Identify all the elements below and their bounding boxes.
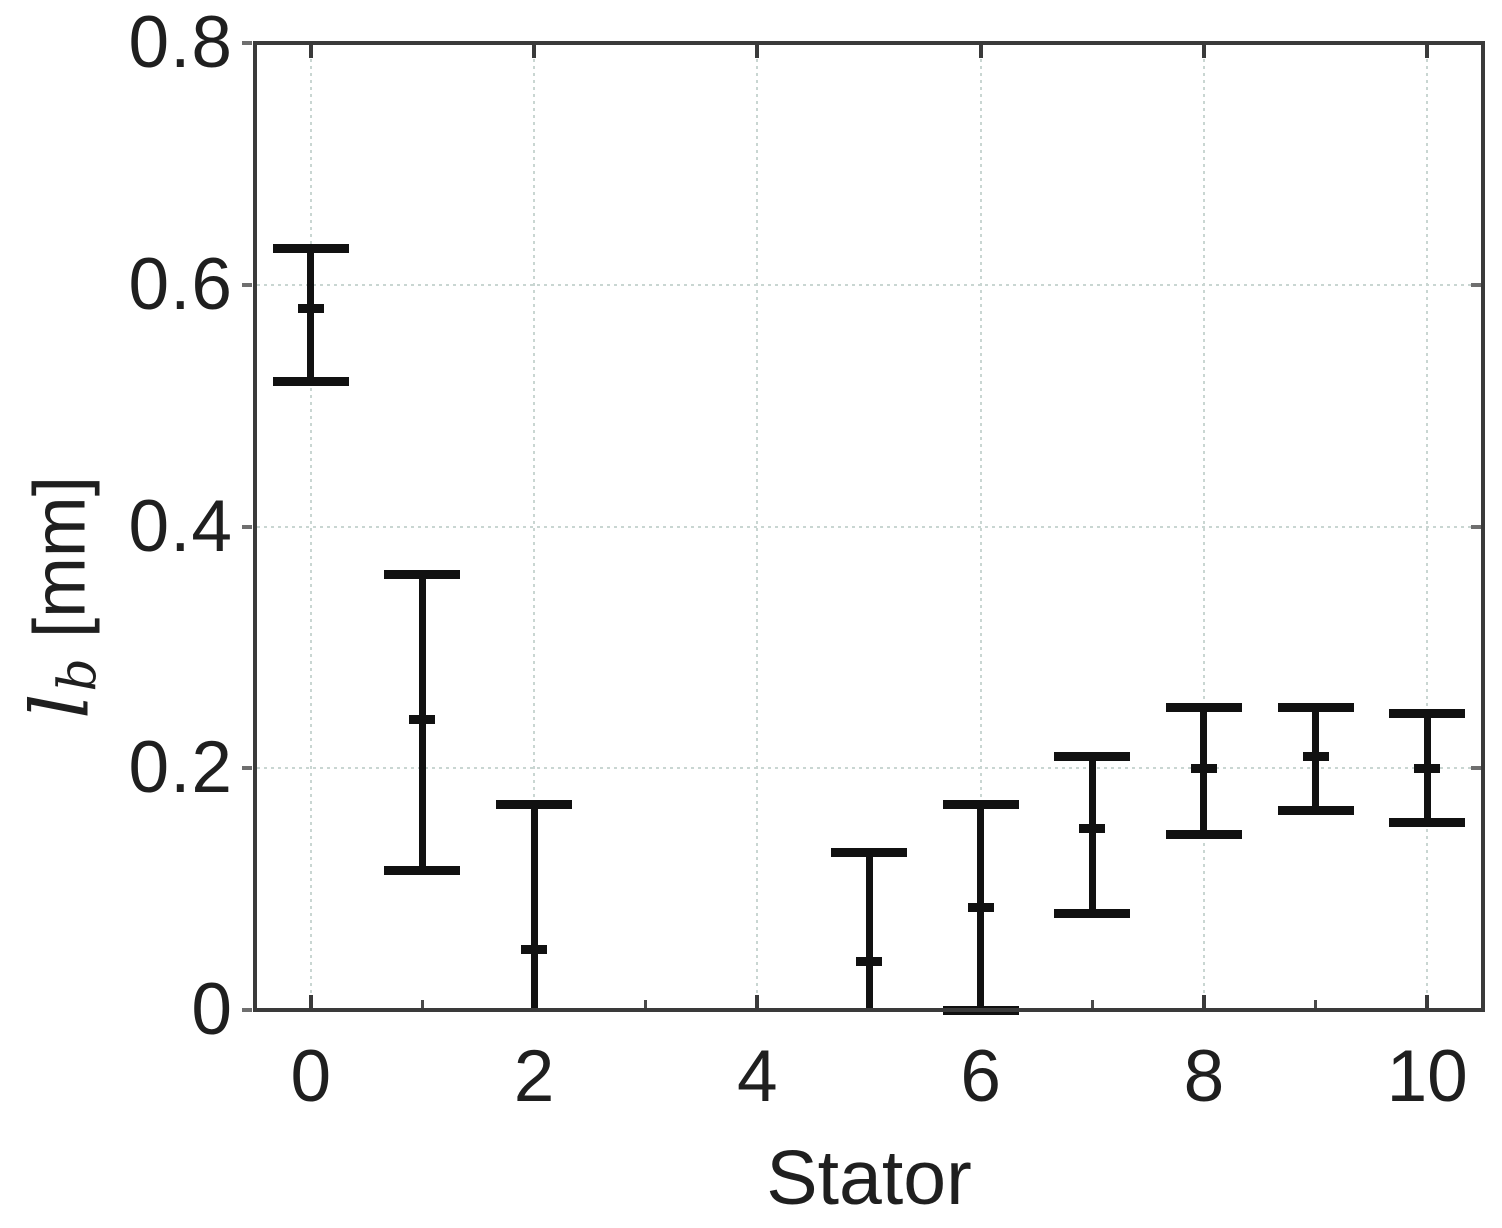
x-axis-major-tick (1201, 995, 1206, 1008)
x-axis-tick-label: 2 (513, 1036, 555, 1117)
error-bar-lower-cap (384, 866, 461, 876)
x-axis-major-tick (1425, 995, 1430, 1008)
y-axis-tick-label: 0 (191, 969, 233, 1050)
x-axis-minor-tick (1314, 1000, 1318, 1008)
y-axis-label: l b [mm] (3, 363, 118, 833)
error-bar-mean-marker (1414, 763, 1441, 773)
error-bar-mean-marker (1190, 763, 1217, 773)
y-axis-tick-label: 0.8 (128, 2, 233, 83)
plot-area (253, 41, 1485, 1012)
x-axis-tick-label: 0 (290, 1036, 332, 1117)
x-axis-major-tick-top (532, 45, 537, 58)
x-axis-tick-label: 10 (1386, 1036, 1468, 1117)
error-bar-line (1088, 756, 1096, 914)
error-bar-mean-marker (409, 715, 436, 725)
y-axis-tick-label: 0.2 (128, 727, 233, 809)
y-axis-tick-label: 0.4 (128, 485, 233, 567)
error-bar-upper-cap (1277, 703, 1354, 713)
y-axis-tick-label: 0.6 (128, 243, 233, 325)
error-bar-mean-marker (1079, 824, 1106, 834)
x-axis-minor-tick (1090, 1000, 1094, 1008)
x-axis-major-tick-top (1201, 45, 1206, 58)
y-axis-tick-left (242, 1008, 252, 1012)
x-axis-major-tick-top (1425, 45, 1430, 58)
y-axis-label-subscript: b (48, 658, 108, 692)
x-axis-major-tick-top (308, 45, 313, 58)
y-axis-label-unit: [mm] (19, 475, 100, 639)
gridline-horizontal (257, 283, 1481, 286)
error-bar-lower-cap (1054, 908, 1131, 918)
y-axis-tick-left (242, 41, 252, 45)
x-axis-tick-label: 6 (960, 1036, 1001, 1117)
error-bar-lower-cap (1389, 818, 1466, 828)
x-axis-tick-label: 8 (1183, 1036, 1225, 1117)
y-axis-tick-right (1471, 766, 1481, 771)
error-bar-upper-cap (1165, 703, 1242, 713)
error-bar-lower-cap (1277, 806, 1354, 816)
y-axis-tick-right (1471, 524, 1481, 529)
error-bar-mean-marker (297, 304, 324, 314)
error-bar-mean-marker (967, 902, 994, 912)
x-axis-major-tick-top (755, 45, 760, 58)
error-bar-lower-cap (272, 376, 349, 386)
error-bar-line (307, 248, 315, 382)
error-bar-mean-marker (521, 945, 548, 955)
y-axis-tick-left (242, 524, 252, 529)
error-bar-line (530, 804, 538, 1012)
error-bar-upper-cap (496, 800, 573, 809)
error-bar-line (865, 852, 873, 1012)
y-axis-tick-left (242, 282, 252, 287)
error-bar-upper-cap (1389, 709, 1466, 719)
error-bar-mean-marker (856, 957, 882, 967)
gridline-horizontal (257, 525, 1481, 528)
error-bar-lower-cap (1165, 830, 1242, 840)
x-axis-tick-label: 4 (737, 1036, 778, 1117)
x-axis-major-tick (755, 995, 760, 1008)
error-bar-upper-cap (942, 800, 1019, 809)
y-axis-tick-right (1471, 282, 1481, 287)
x-axis-major-tick-top (978, 45, 983, 58)
x-axis-label: Stator (766, 1135, 972, 1221)
error-bar-upper-cap (272, 243, 349, 253)
y-axis-label-variable: l (13, 693, 106, 720)
x-axis-minor-tick (420, 1000, 424, 1008)
gridline-horizontal (257, 767, 1481, 770)
x-axis-minor-tick (644, 1000, 648, 1008)
error-bar-upper-cap (384, 570, 461, 580)
y-axis-tick-left (242, 766, 252, 771)
error-bar-upper-cap (1054, 751, 1131, 761)
x-axis-major-tick (308, 995, 313, 1008)
error-bar-upper-cap (831, 848, 907, 858)
error-bar-mean-marker (1302, 751, 1329, 761)
